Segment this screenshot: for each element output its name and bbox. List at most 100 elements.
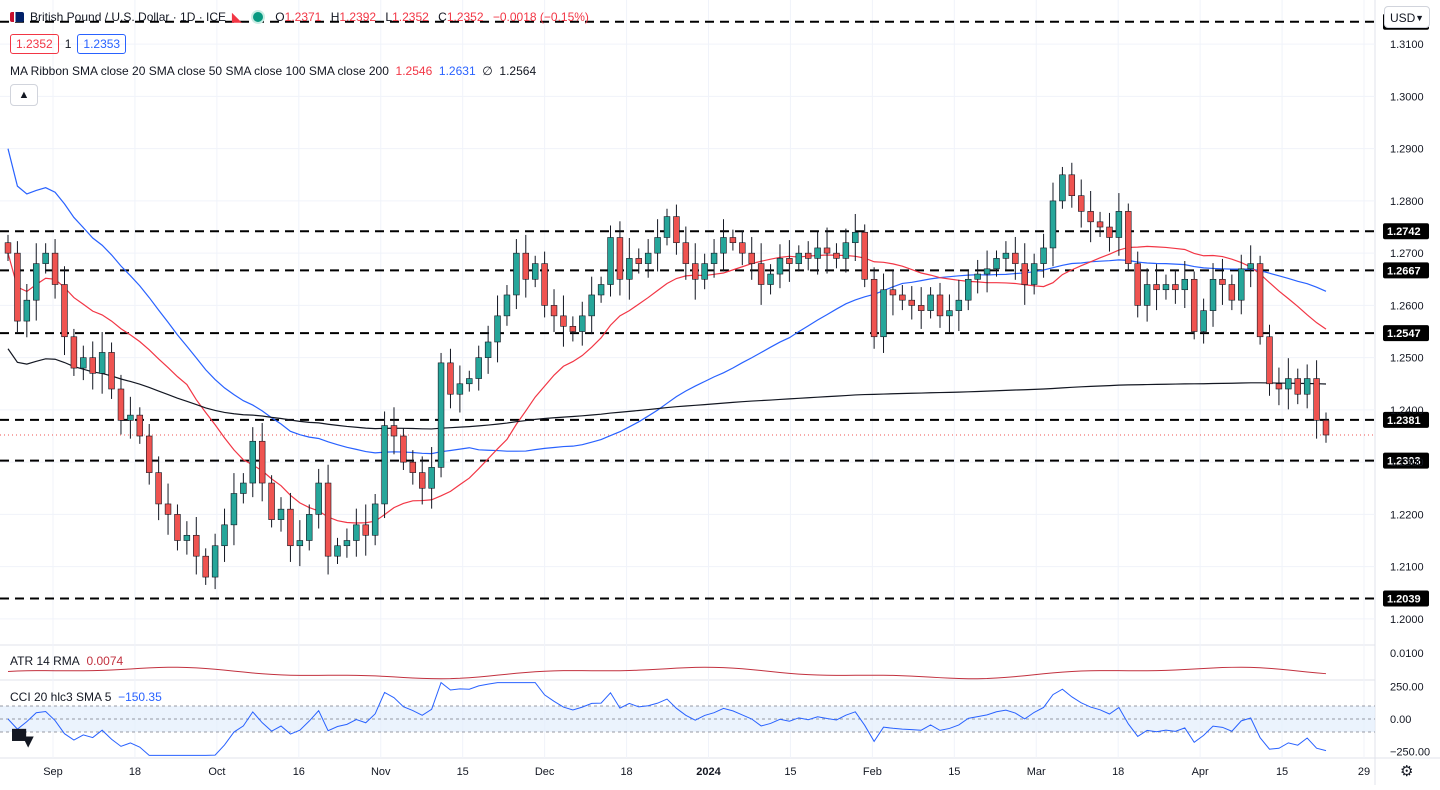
chevron-down-icon: ▼ bbox=[1415, 13, 1424, 23]
candle-body bbox=[14, 252, 21, 322]
candle-body bbox=[1143, 284, 1151, 306]
candle-body bbox=[353, 524, 360, 541]
candle-body bbox=[1087, 211, 1094, 223]
candle-body bbox=[1002, 252, 1010, 259]
candle-body bbox=[804, 252, 812, 259]
candle-body bbox=[1115, 211, 1123, 238]
candle-body bbox=[494, 315, 501, 343]
atr-legend[interactable]: ATR 14 RMA 0.0074 bbox=[10, 654, 124, 668]
level-label: 1.2039 bbox=[1387, 594, 1421, 606]
y-tick-label: 1.2300 bbox=[1390, 457, 1424, 469]
candle-body bbox=[70, 336, 78, 369]
candle-body bbox=[466, 378, 473, 385]
candle-body bbox=[1068, 174, 1076, 196]
candle-body bbox=[419, 472, 426, 489]
candle-body bbox=[1190, 278, 1198, 332]
level-tag bbox=[1383, 411, 1429, 428]
candle-body bbox=[889, 289, 897, 296]
x-tick-label: Sep bbox=[43, 766, 63, 778]
candle-body bbox=[955, 299, 963, 311]
moving-averages bbox=[7, 148, 1327, 524]
trade-prices: 1.2352 1 1.2353 bbox=[10, 34, 127, 54]
buy-price-button[interactable]: 1.2353 bbox=[77, 34, 127, 54]
cci-line bbox=[7, 681, 1327, 756]
candle-body bbox=[663, 216, 671, 238]
candle-body bbox=[1106, 226, 1113, 238]
candle-body bbox=[720, 237, 727, 254]
candle-body bbox=[221, 524, 228, 547]
candle-body bbox=[1049, 200, 1057, 249]
candle-body bbox=[899, 294, 906, 301]
candle-body bbox=[823, 247, 831, 254]
sma200-value: 1.2564 bbox=[499, 64, 537, 78]
x-tick-label: 18 bbox=[129, 766, 141, 778]
candle-body bbox=[258, 440, 266, 484]
candle-body bbox=[692, 263, 699, 280]
atr-tick-label: 0.0100 bbox=[1390, 648, 1424, 660]
candle-body bbox=[974, 273, 981, 280]
candle-body bbox=[833, 252, 840, 259]
candle-body bbox=[211, 545, 219, 578]
candle-body bbox=[1040, 247, 1047, 264]
candle-body bbox=[579, 315, 586, 332]
candle-body bbox=[776, 258, 784, 275]
candle-body bbox=[108, 352, 115, 390]
candle-body bbox=[287, 508, 294, 547]
candle-body bbox=[1294, 378, 1301, 395]
sell-price-button[interactable]: 1.2352 bbox=[10, 34, 59, 54]
candle-body bbox=[127, 414, 134, 421]
x-tick-label: 18 bbox=[1112, 766, 1124, 778]
candle-body bbox=[993, 258, 1000, 270]
ohlc-values: O1.2371 H1.2392 L1.2352 C1.2352 −0.0018 … bbox=[275, 10, 589, 24]
tradingview-logo-icon[interactable]: ▀▾ bbox=[12, 730, 33, 752]
ma-ribbon-legend[interactable]: MA Ribbon SMA close 20 SMA close 50 SMA … bbox=[10, 64, 537, 78]
cci-pane bbox=[0, 681, 1375, 756]
sma200-line bbox=[7, 348, 1327, 430]
cci-legend[interactable]: CCI 20 hlc3 SMA 5 −150.35 bbox=[10, 690, 162, 704]
atr-pane bbox=[7, 666, 1327, 680]
sma20-value: 1.2546 bbox=[395, 64, 433, 78]
flag-marker-icon[interactable]: ◣ bbox=[232, 10, 242, 24]
candle-body bbox=[1256, 263, 1264, 338]
candle-body bbox=[673, 216, 680, 244]
candle-body bbox=[635, 258, 642, 264]
y-tick-label: 1.2000 bbox=[1390, 614, 1424, 626]
candle-body bbox=[870, 278, 878, 338]
candle-body bbox=[560, 315, 567, 327]
level-label: 1.2667 bbox=[1387, 265, 1421, 277]
candle-body bbox=[202, 555, 209, 578]
y-tick-label: 1.2400 bbox=[1390, 405, 1424, 417]
candle-body bbox=[1303, 378, 1311, 395]
chevron-up-icon[interactable]: ▲ bbox=[10, 84, 38, 106]
candle-body bbox=[588, 294, 595, 317]
candle-body bbox=[362, 524, 369, 536]
candle-body bbox=[315, 482, 322, 515]
x-tick-label: 15 bbox=[948, 766, 960, 778]
candle-body bbox=[484, 341, 492, 358]
candle-body bbox=[456, 383, 464, 395]
candle-body bbox=[51, 252, 59, 285]
x-tick-label: Dec bbox=[535, 766, 555, 778]
candle-body bbox=[1162, 284, 1170, 291]
candle-body bbox=[682, 242, 690, 264]
candle-body bbox=[277, 508, 285, 520]
symbol-title[interactable]: British Pound / U.S. Dollar · 1D · ICE bbox=[30, 10, 227, 24]
candle-body bbox=[437, 362, 445, 468]
y-tick-label: 1.2700 bbox=[1390, 248, 1424, 260]
candle-body bbox=[230, 493, 238, 526]
candle-body bbox=[861, 231, 868, 280]
candle-body bbox=[1012, 252, 1019, 264]
sma100-value: ∅ bbox=[482, 64, 493, 78]
candle-body bbox=[1125, 211, 1132, 264]
y-tick-label: 1.2500 bbox=[1390, 353, 1424, 365]
cci-value: −150.35 bbox=[118, 690, 162, 704]
gear-icon[interactable]: ⚙ bbox=[1400, 763, 1414, 780]
level-label: 1.2303 bbox=[1387, 456, 1421, 468]
currency-select[interactable]: USD ▼ bbox=[1384, 6, 1430, 28]
change-value: −0.0018 (−0.15%) bbox=[492, 10, 589, 24]
candle-body bbox=[164, 503, 172, 515]
candle-body bbox=[80, 357, 87, 369]
cci-tick-label: 250.00 bbox=[1390, 682, 1424, 694]
